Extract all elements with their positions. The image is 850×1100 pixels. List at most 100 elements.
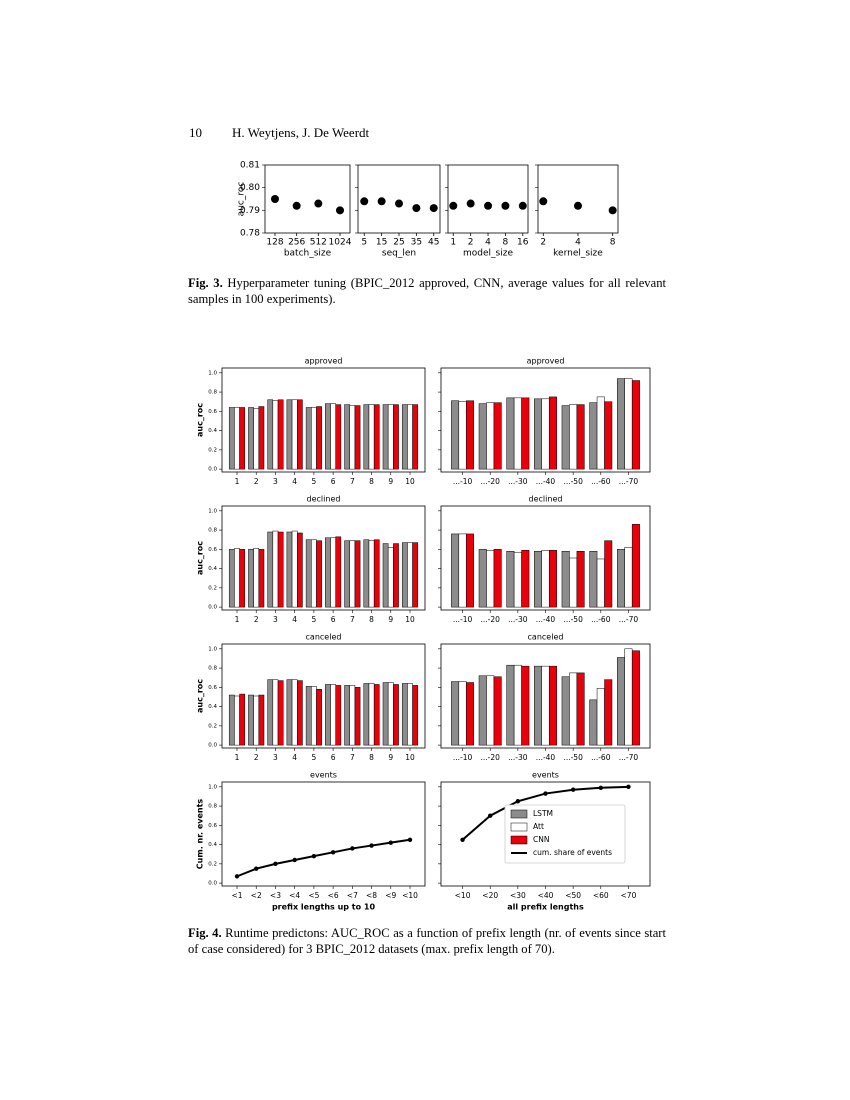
x-tick-label: 3 <box>273 615 278 624</box>
y-tick-label: 0.6 <box>208 547 217 553</box>
caption-label: Fig. 4. <box>188 926 222 940</box>
bar <box>561 405 570 470</box>
bar <box>624 378 633 470</box>
plot-frame <box>221 643 426 749</box>
bar <box>382 682 389 746</box>
subplot-title: events <box>532 771 559 780</box>
bar <box>349 540 356 608</box>
plot-frame <box>221 505 426 611</box>
bar <box>335 685 342 746</box>
x-tick-label: 10 <box>405 753 415 762</box>
x-tick-label: 3 <box>273 477 278 486</box>
bar <box>267 679 274 746</box>
bar <box>451 400 460 470</box>
point <box>484 201 493 210</box>
x-tick-label: <3 <box>270 891 281 900</box>
bar <box>354 540 361 608</box>
bar <box>486 550 495 608</box>
x-tick-label: 2 <box>254 477 259 486</box>
y-tick-label: 0.6 <box>208 409 217 415</box>
bar <box>234 548 240 608</box>
bar <box>305 539 312 608</box>
plot-frame <box>221 781 426 887</box>
x-tick-label: 1 <box>235 615 240 624</box>
bar <box>286 679 293 746</box>
y-tick-label: 0.2 <box>208 861 217 867</box>
bar <box>253 408 260 470</box>
bar <box>393 404 399 470</box>
x-tick-label: 25 <box>393 238 404 248</box>
x-tick-label: 3 <box>273 753 278 762</box>
point <box>360 197 369 206</box>
bar <box>534 665 543 746</box>
bar <box>354 405 361 470</box>
bar <box>569 672 578 746</box>
y-tick-label: 1.0 <box>208 784 217 790</box>
plot-frame <box>537 164 619 234</box>
x-tick-label: 9 <box>388 477 393 486</box>
x-tick-label: 1 <box>235 753 240 762</box>
bar <box>325 537 331 608</box>
page-number: 10 <box>189 125 202 140</box>
x-tick-label: 8 <box>369 753 374 762</box>
bar <box>561 551 570 608</box>
x-tick-label: ...-30 <box>508 753 528 762</box>
y-axis-label: auc_roc <box>196 541 205 575</box>
caption-label: Fig. 3. <box>188 276 223 290</box>
bar <box>325 403 331 470</box>
x-tick-label: 5 <box>311 477 316 486</box>
x-tick-label: <2 <box>251 891 262 900</box>
subplot-title: approved <box>305 357 343 366</box>
bar <box>286 531 293 608</box>
bar <box>624 547 633 608</box>
bar <box>248 407 254 470</box>
point <box>539 197 548 206</box>
x-tick-label: 6 <box>331 753 336 762</box>
point <box>377 197 386 206</box>
x-tick-label: ...-20 <box>481 615 501 624</box>
bar <box>253 548 260 608</box>
x-tick-label: <60 <box>593 891 609 900</box>
bar <box>478 675 487 746</box>
bar <box>349 405 356 470</box>
bar <box>486 675 495 746</box>
point <box>412 204 421 213</box>
bar <box>258 549 265 608</box>
bar <box>228 549 235 608</box>
bar <box>291 679 298 746</box>
bar <box>228 694 235 746</box>
y-tick-label: 0.8 <box>208 390 217 396</box>
x-tick-label: <10 <box>455 891 471 900</box>
bar <box>234 407 240 470</box>
y-tick-label: 0.78 <box>240 229 260 239</box>
bar <box>325 684 331 746</box>
bar <box>569 557 578 608</box>
bar <box>561 676 570 746</box>
bar <box>272 530 279 608</box>
point <box>292 201 301 210</box>
bar <box>616 549 625 608</box>
bar <box>596 558 605 608</box>
x-tick-label: <10 <box>402 891 418 900</box>
bar <box>228 407 235 470</box>
x-tick-label: 16 <box>517 238 529 248</box>
point <box>314 199 323 208</box>
bar <box>513 551 522 608</box>
bar <box>486 402 495 470</box>
bar <box>354 687 361 746</box>
bar <box>393 543 399 608</box>
legend-swatch <box>510 835 528 845</box>
x-tick-label: 9 <box>388 615 393 624</box>
point <box>429 204 438 213</box>
y-tick-label: 0.0 <box>208 605 217 611</box>
x-tick-label: 2 <box>254 615 259 624</box>
x-tick-label: ...-50 <box>563 753 583 762</box>
bar <box>596 396 605 470</box>
figure-caption: Fig. 3. Hyperparameter tuning (BPIC_2012… <box>188 275 666 307</box>
bar <box>330 684 336 746</box>
bar <box>576 551 585 608</box>
bar <box>305 407 312 470</box>
bar <box>291 399 298 470</box>
bar <box>548 396 557 470</box>
y-tick-label: 0.80 <box>240 183 260 193</box>
